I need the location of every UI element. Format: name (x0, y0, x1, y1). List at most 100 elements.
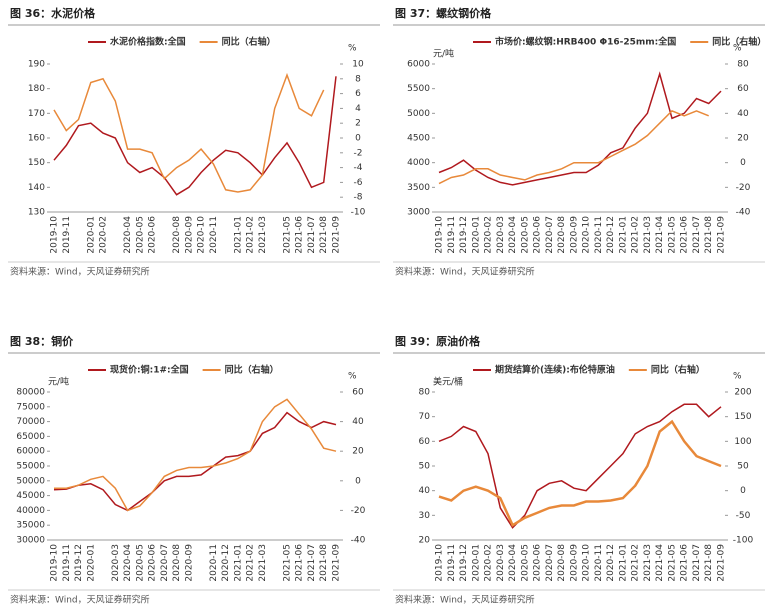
series-line (54, 398, 337, 512)
y-tick-label: 20 (419, 536, 431, 546)
y-tick-label: 190 (28, 60, 45, 70)
y2-tick-label: 0 (355, 476, 361, 486)
y-tick-label: 80 (419, 388, 431, 398)
y2-tick-label: -20 (351, 506, 366, 516)
legend-label: 市场价:螺纹钢:HRB400 Φ16-25mm:全国 (495, 36, 676, 48)
legend-label: 同比（右轴） (651, 364, 705, 376)
chart-title: 图 38：铜价 (10, 334, 74, 348)
x-tick-label: 2020-12 (606, 544, 616, 582)
x-tick-label: 2021-03 (258, 216, 268, 254)
x-tick-label: 2019-12 (459, 544, 469, 582)
y2-tick-label: 20 (352, 447, 364, 457)
y-tick-label: 130 (28, 208, 45, 218)
x-tick-label: 2020-03 (496, 544, 506, 582)
y-tick-label: 140 (28, 183, 45, 193)
x-tick-label: 2020-04 (123, 216, 133, 254)
x-tick-label: 2020-04 (123, 544, 133, 582)
y-tick-label: 180 (28, 84, 45, 94)
y-tick-label: 70000 (16, 417, 45, 427)
y-tick-label: 50000 (16, 476, 45, 486)
x-tick-label: 2021-05 (282, 544, 292, 582)
y-tick-label: 35000 (16, 521, 45, 531)
y-tick-label: 75000 (16, 402, 45, 412)
x-tick-label: 2020-02 (484, 216, 494, 254)
x-tick-label: 2021-09 (717, 544, 727, 582)
y2-tick-label: -10 (351, 208, 366, 218)
x-tick-label: 2020-09 (569, 544, 579, 582)
x-tick-label: 2021-08 (319, 544, 329, 582)
x-tick-label: 2021-06 (680, 544, 690, 582)
source-note: 资料来源：Wind，天风证券研究所 (10, 594, 150, 606)
x-tick-label: 2020-06 (533, 544, 543, 582)
x-tick-label: 2020-02 (484, 544, 494, 582)
x-tick-label: 2020-08 (172, 544, 182, 582)
y-tick-label: 160 (28, 134, 45, 144)
legend-label: 同比（右轴） (225, 364, 279, 376)
chart-title: 图 37：螺纹钢价格 (395, 6, 492, 20)
x-tick-label: 2020-03 (111, 544, 121, 582)
x-tick-label: 2021-02 (631, 216, 641, 254)
x-tick-label: 2020-10 (197, 216, 207, 254)
x-tick-label: 2021-08 (704, 544, 714, 582)
x-tick-label: 2021-07 (692, 544, 702, 582)
y2-tick-label: -4 (354, 163, 363, 173)
x-tick-label: 2020-05 (520, 216, 530, 254)
chart-title: 图 36：水泥价格 (10, 6, 96, 20)
x-tick-label: 2019-11 (447, 216, 457, 254)
x-tick-label: 2021-08 (319, 216, 329, 254)
y-tick-label: 4000 (407, 158, 430, 168)
series-line (438, 403, 722, 529)
y-tick-label: 60 (419, 437, 431, 447)
x-tick-label: 2020-11 (209, 544, 219, 582)
x-tick-label: 2021-09 (717, 216, 727, 254)
x-tick-label: 2021-06 (680, 216, 690, 254)
x-tick-label: 2020-10 (582, 544, 592, 582)
y2-tick-label: 60 (737, 84, 749, 94)
x-tick-label: 2020-07 (545, 544, 555, 582)
y-unit: 美元/桶 (433, 376, 463, 388)
x-tick-label: 2019-12 (459, 216, 469, 254)
y-unit: 元/吨 (433, 48, 454, 60)
x-tick-label: 2020-08 (557, 544, 567, 582)
series-line (438, 110, 709, 185)
y-tick-label: 4500 (407, 134, 430, 144)
x-tick-label: 2019-11 (62, 216, 72, 254)
y2-tick-label: 2 (355, 119, 361, 129)
y2-tick-label: 6 (355, 89, 361, 99)
y-tick-label: 30000 (16, 536, 45, 546)
x-tick-label: 2020-08 (557, 216, 567, 254)
series-line (53, 411, 337, 512)
series-line (438, 419, 722, 527)
x-tick-label: 2020-01 (471, 544, 481, 582)
x-tick-label: 2021-05 (282, 216, 292, 254)
x-tick-label: 2020-07 (545, 216, 555, 254)
y-tick-label: 65000 (16, 432, 45, 442)
y2-unit: % (348, 372, 357, 382)
x-tick-label: 2020-09 (184, 544, 194, 582)
y2-tick-label: 10 (352, 60, 364, 70)
x-tick-label: 2020-10 (582, 216, 592, 254)
y2-tick-label: -8 (354, 193, 363, 203)
y2-tick-label: 40 (352, 417, 364, 427)
x-tick-label: 2021-08 (704, 216, 714, 254)
x-tick-label: 2021-04 (655, 544, 665, 582)
x-tick-label: 2021-02 (631, 544, 641, 582)
y2-tick-label: 8 (355, 74, 361, 84)
x-tick-label: 2021-04 (655, 216, 665, 254)
x-tick-label: 2020-05 (135, 216, 145, 254)
x-tick-label: 2020-09 (184, 216, 194, 254)
y-tick-label: 80000 (16, 388, 45, 398)
y-tick-label: 30 (419, 511, 431, 521)
y-tick-label: 150 (28, 158, 45, 168)
y2-tick-label: 50 (737, 462, 749, 472)
x-tick-label: 2021-01 (618, 216, 628, 254)
x-tick-label: 2019-12 (74, 544, 84, 582)
x-tick-label: 2021-03 (643, 216, 653, 254)
y2-tick-label: 0 (740, 158, 746, 168)
x-tick-label: 2020-01 (86, 216, 96, 254)
x-tick-label: 2021-03 (258, 544, 268, 582)
